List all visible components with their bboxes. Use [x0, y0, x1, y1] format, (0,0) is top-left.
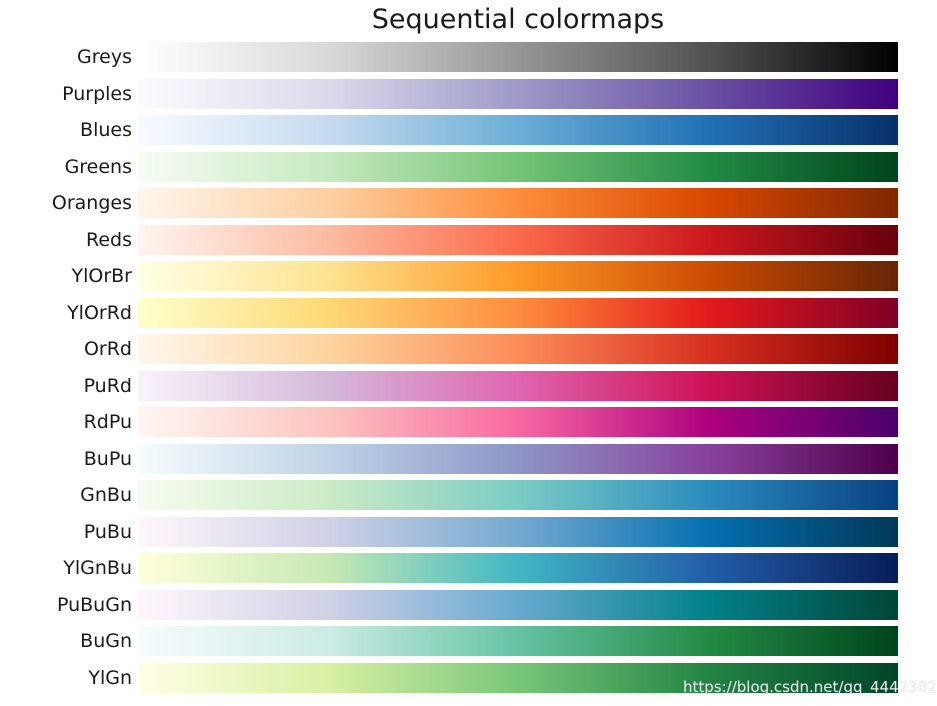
- chart-title: Sequential colormaps: [371, 4, 665, 35]
- colormap-label-greys: Greys: [77, 46, 132, 68]
- colormap-label-ylorbr: YlOrBr: [71, 265, 133, 287]
- colormap-label-purples: Purples: [62, 83, 132, 105]
- colormap-bar-reds: [138, 225, 898, 255]
- colormap-bar-pubugn: [138, 590, 898, 620]
- colormap-bar-oranges: [138, 188, 898, 218]
- colormap-bar-greys: [138, 42, 898, 72]
- colormap-label-purd: PuRd: [83, 375, 132, 397]
- colormap-label-reds: Reds: [86, 229, 132, 251]
- colormap-bar-ylorrd: [138, 298, 898, 328]
- colormap-bar-bugn: [138, 626, 898, 656]
- colormap-bar-pubu: [138, 517, 898, 547]
- watermark-text: https://blog.csdn.net/qq_44423029: [683, 678, 937, 696]
- colormap-bar-purd: [138, 371, 898, 401]
- colormap-bar-purples: [138, 79, 898, 109]
- colormap-bar-rdpu: [138, 407, 898, 437]
- colormap-label-orrd: OrRd: [83, 338, 132, 360]
- colormap-bar-ylgnbu: [138, 553, 898, 583]
- colormap-bar-ylgn: [138, 663, 898, 693]
- colormap-bar-greens: [138, 152, 898, 182]
- colormap-label-ylgn: YlGn: [88, 667, 132, 689]
- colormap-label-bugn: BuGn: [80, 630, 132, 652]
- colormap-bar-bupu: [138, 444, 898, 474]
- colormap-label-bupu: BuPu: [83, 448, 132, 470]
- colormap-label-ylorrd: YlOrRd: [67, 302, 132, 324]
- colormap-bar-orrd: [138, 334, 898, 364]
- colormap-label-blues: Blues: [80, 119, 132, 141]
- colormap-label-gnbu: GnBu: [80, 484, 132, 506]
- colormap-label-oranges: Oranges: [51, 192, 132, 214]
- colormap-bar-ylorbr: [138, 261, 898, 291]
- colormap-bar-gnbu: [138, 480, 898, 510]
- colormap-label-pubugn: PuBuGn: [56, 594, 132, 616]
- colormap-bars: [138, 0, 898, 706]
- colormap-bar-blues: [138, 115, 898, 145]
- colormap-label-ylgnbu: YlGnBu: [63, 557, 132, 579]
- colormap-labels: Greys Purples Blues Greens Oranges Reds YlOrBr…: [0, 0, 132, 706]
- colormap-label-greens: Greens: [64, 156, 132, 178]
- colormap-label-rdpu: RdPu: [83, 411, 132, 433]
- colormap-label-pubu: PuBu: [83, 521, 132, 543]
